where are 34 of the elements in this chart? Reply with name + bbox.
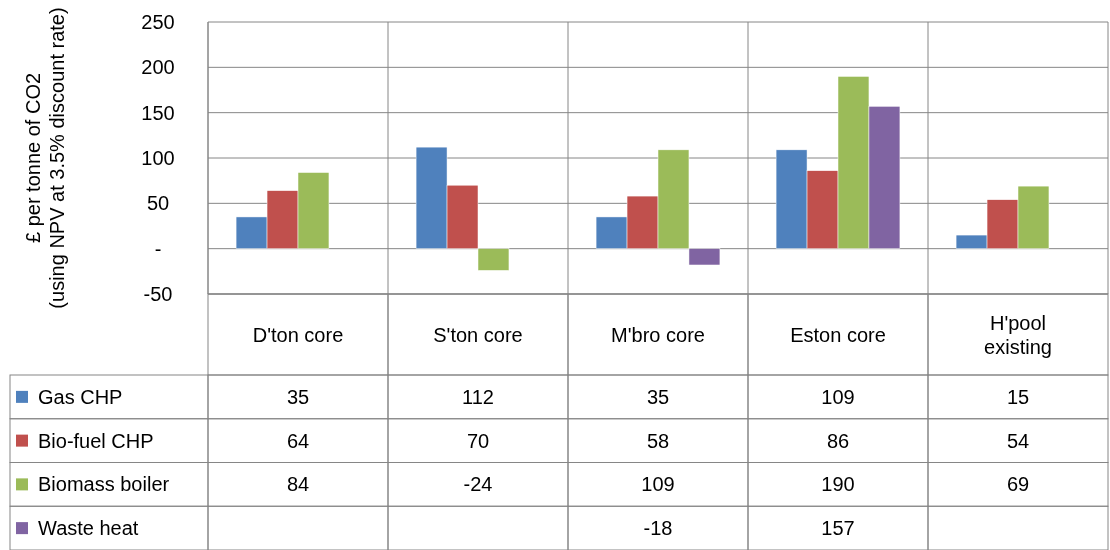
data-label: 69 [1006, 473, 1030, 496]
data-label: 84 [286, 473, 310, 496]
data-label: 35 [646, 385, 670, 408]
y-tick-label: 150 [141, 101, 175, 124]
y-tick-label: 250 [141, 11, 175, 33]
data-label: 190 [821, 473, 855, 496]
y-tick-label: -50 [143, 283, 173, 305]
data-label: 70 [466, 429, 490, 452]
data-label: 54 [1006, 429, 1030, 452]
legend-label: Waste heat [38, 517, 139, 540]
y-tick-label: 100 [141, 147, 175, 169]
x-tick-label: H'pool existing [984, 311, 1052, 358]
data-label: 112 [462, 385, 494, 408]
legend-label: Bio-fuel CHP [38, 429, 154, 452]
data-label: -18 [643, 517, 673, 540]
data-label: 157 [821, 517, 855, 540]
data-label: 58 [646, 429, 670, 452]
x-tick-label: D'ton core [252, 323, 344, 346]
x-tick-label: M'bro core [611, 323, 705, 346]
data-label: 86 [826, 429, 850, 452]
legend-label: Biomass boiler [38, 473, 170, 496]
y-tick-label: - [154, 237, 162, 260]
y-axis-title: £ per tonne of CO2 (using NPV at 3.5% discount rate) [22, 7, 68, 309]
y-tick-label: 200 [141, 56, 175, 79]
x-tick-label: S'ton core [433, 323, 523, 346]
data-label: 15 [1006, 385, 1030, 408]
x-tick-label: Eston core [790, 323, 886, 346]
data-label: 109 [641, 473, 675, 496]
data-label: 35 [286, 385, 310, 408]
data-label: 64 [286, 429, 310, 452]
y-tick-label: 50 [146, 192, 170, 215]
data-label: -24 [463, 473, 493, 496]
legend-label: Gas CHP [38, 385, 123, 408]
data-label: 109 [821, 385, 855, 408]
